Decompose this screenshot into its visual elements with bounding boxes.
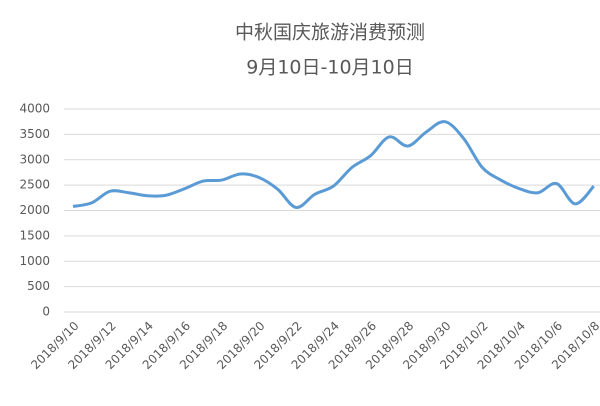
y-tick-label: 4000 — [19, 102, 50, 116]
chart-subtitle: 9月10日-10月10日 — [246, 57, 413, 79]
y-tick-label: 1000 — [19, 254, 50, 268]
chart-title: 中秋国庆旅游消费预测 — [235, 22, 425, 44]
y-tick-label: 0 — [42, 305, 50, 319]
line-series — [72, 120, 595, 209]
y-tick-label: 3000 — [19, 152, 50, 166]
y-tick-label: 2000 — [19, 203, 50, 217]
y-tick-label: 2500 — [19, 178, 50, 192]
y-tick-label: 1500 — [19, 228, 50, 242]
y-tick-label: 3500 — [19, 127, 50, 141]
y-tick-label: 500 — [27, 279, 50, 293]
